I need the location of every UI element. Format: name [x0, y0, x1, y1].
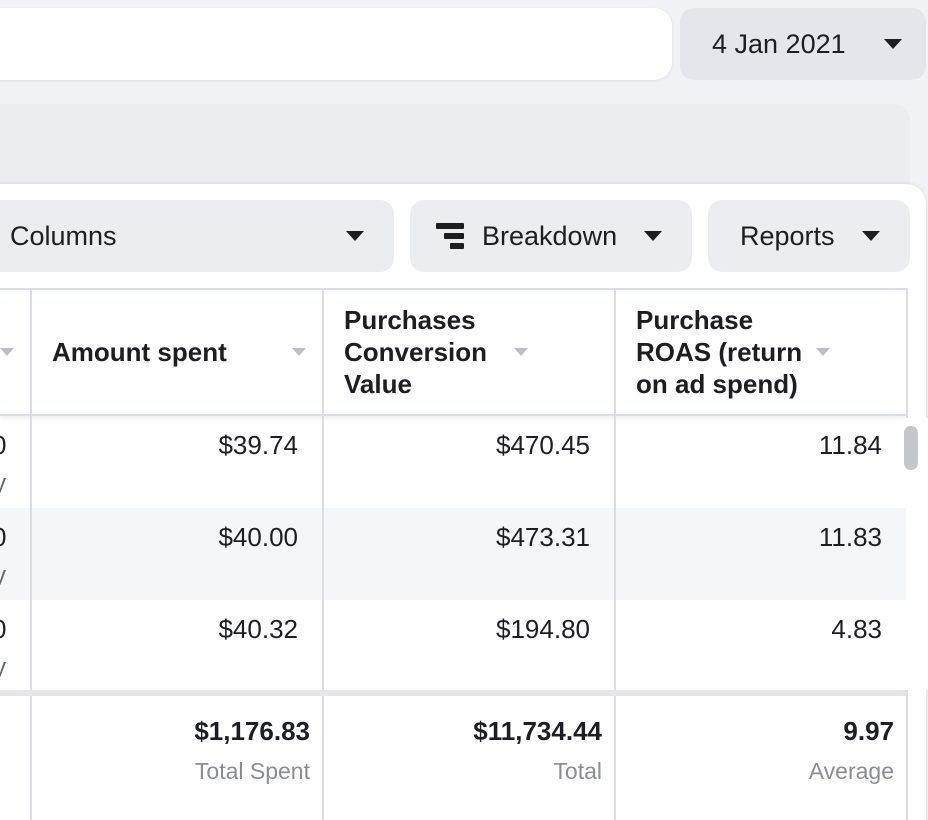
- table-header: Amount spent Purchases Conversion Value …: [0, 288, 906, 416]
- total-conversion-value: $11,734.44: [473, 716, 602, 746]
- date-range-picker[interactable]: 4 Jan 2021: [680, 8, 926, 80]
- reports-button[interactable]: Reports: [708, 200, 910, 272]
- total-amount-spent: $1,176.83: [194, 716, 310, 746]
- column-header-purchase-roas[interactable]: Purchase ROAS (return on ad spend): [636, 290, 890, 414]
- totals-separator: [0, 690, 906, 696]
- table-row[interactable]: 0 y $39.74 $470.45 11.84: [0, 416, 906, 508]
- column-divider: [30, 288, 32, 820]
- roas-cell: 4.83: [831, 614, 882, 644]
- sort-caret-icon: [0, 348, 14, 356]
- roas-cell: 11.83: [818, 522, 882, 552]
- amount-spent-cell: $39.74: [218, 430, 298, 460]
- chevron-down-icon: [346, 231, 364, 241]
- breakdown-icon: [436, 223, 464, 249]
- conversion-value-cell: $194.80: [496, 614, 590, 644]
- column-divider: [614, 288, 616, 820]
- partial-cell-subtext: y: [0, 470, 6, 497]
- scrollbar-thumb[interactable]: [904, 426, 918, 470]
- column-header-partial[interactable]: [0, 290, 30, 414]
- columns-button[interactable]: Columns: [0, 200, 394, 272]
- partial-cell-value: 0: [0, 614, 6, 645]
- results-table: Amount spent Purchases Conversion Value …: [0, 288, 906, 820]
- chevron-down-icon: [884, 39, 902, 49]
- column-header-purchases-conversion-value[interactable]: Purchases Conversion Value: [344, 290, 598, 414]
- conversion-value-cell: $470.45: [496, 430, 590, 460]
- breakdown-button-label: Breakdown: [482, 220, 618, 251]
- breakdown-button[interactable]: Breakdown: [410, 200, 692, 272]
- date-range-label: 4 Jan 2021: [712, 28, 846, 59]
- search-bar[interactable]: [0, 8, 672, 80]
- partial-cell-subtext: y: [0, 562, 6, 589]
- table-row[interactable]: 0 y $40.32 $194.80 4.83: [0, 600, 906, 692]
- total-roas: 9.97: [843, 716, 894, 746]
- conversion-value-cell: $473.31: [496, 522, 590, 552]
- partial-cell-value: 0: [0, 430, 6, 461]
- chevron-down-icon: [644, 231, 662, 241]
- scrollbar-track[interactable]: [906, 418, 928, 690]
- partial-cell-subtext: y: [0, 654, 6, 681]
- total-roas-label: Average: [808, 758, 894, 784]
- column-divider: [322, 288, 324, 820]
- table-row[interactable]: 0 y $40.00 $473.31 11.83: [0, 508, 906, 600]
- partial-cell-value: 0: [0, 522, 6, 553]
- total-conversion-value-label: Total: [553, 758, 602, 784]
- column-header-amount-spent[interactable]: Amount spent: [52, 290, 306, 414]
- amount-spent-cell: $40.32: [218, 614, 298, 644]
- columns-button-label: Columns: [10, 220, 117, 251]
- chevron-down-icon: [862, 231, 880, 241]
- amount-spent-cell: $40.00: [218, 522, 298, 552]
- total-amount-spent-label: Total Spent: [194, 758, 310, 784]
- sort-caret-icon: [514, 348, 528, 356]
- roas-cell: 11.84: [818, 430, 882, 460]
- reports-button-label: Reports: [740, 220, 835, 251]
- sort-caret-icon: [816, 348, 830, 356]
- sort-caret-icon: [292, 348, 306, 356]
